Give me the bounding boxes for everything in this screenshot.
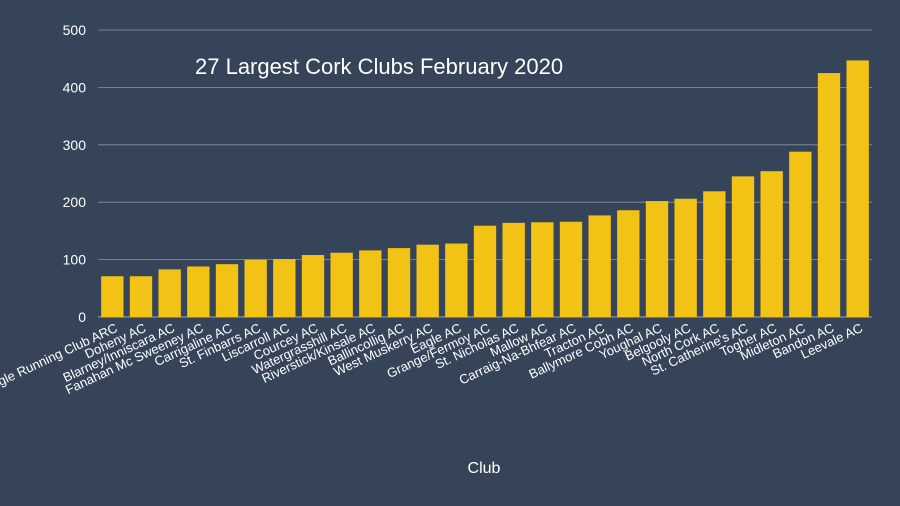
bar <box>559 221 583 317</box>
bar <box>731 176 755 317</box>
bar <box>445 243 468 317</box>
bar <box>645 201 669 317</box>
bar <box>817 73 841 317</box>
bar <box>158 269 181 317</box>
bar <box>215 264 239 317</box>
bar <box>416 244 439 317</box>
y-tick-label: 100 <box>63 252 87 268</box>
bar <box>473 225 497 317</box>
bar <box>846 60 869 318</box>
bars <box>101 60 869 318</box>
bar <box>244 259 267 317</box>
bar <box>301 255 325 317</box>
bar <box>359 250 382 317</box>
bar <box>187 266 210 317</box>
bar <box>502 222 525 317</box>
bar <box>760 171 783 317</box>
y-tick-label: 200 <box>63 194 87 210</box>
bar <box>273 259 296 317</box>
chart-title: 27 Largest Cork Clubs February 2020 <box>195 54 563 79</box>
bar <box>703 191 726 317</box>
bar <box>330 252 353 317</box>
x-axis-title: Club <box>468 460 501 477</box>
bar <box>129 276 153 317</box>
bar <box>789 151 812 317</box>
bar <box>387 248 411 317</box>
bar <box>588 215 611 317</box>
y-tick-label: 500 <box>63 22 87 38</box>
bar <box>617 210 640 317</box>
y-tick-label: 400 <box>63 79 87 95</box>
bar <box>531 222 554 317</box>
y-tick-label: 0 <box>78 309 86 325</box>
y-tick-label: 300 <box>63 137 87 153</box>
y-axis-ticks: 0 100 200 300 400 500 <box>63 22 87 325</box>
bar <box>674 198 697 317</box>
bar <box>101 276 124 317</box>
